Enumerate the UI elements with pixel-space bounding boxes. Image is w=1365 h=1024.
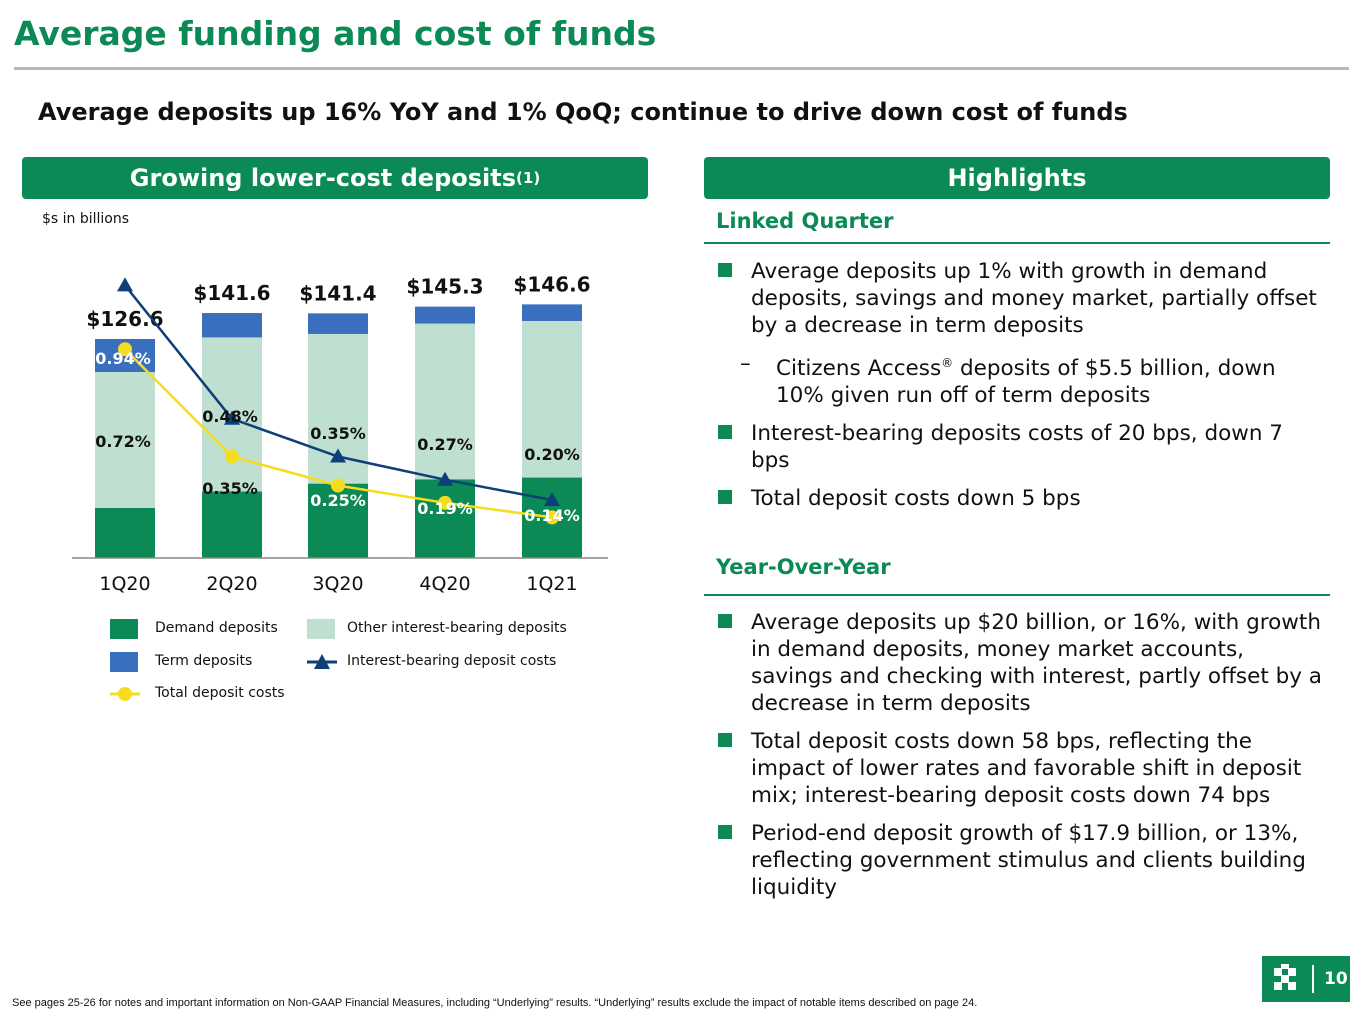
x-tick-label-4q20: 4Q20	[419, 573, 470, 595]
ib-cost-label-1q21: 0.20%	[524, 445, 580, 464]
registered-mark: ®	[941, 356, 954, 370]
circle-marker-4q20	[438, 495, 452, 510]
list-item: Total deposit costs down 5 bps	[716, 485, 1326, 512]
bullet-square-icon	[718, 614, 732, 628]
page-number: 10	[1324, 969, 1348, 989]
list-item: Total deposit costs down 58 bps, reflect…	[716, 728, 1326, 809]
triangle-marker-2q20	[224, 410, 240, 425]
bullet-square-icon	[718, 263, 732, 277]
legend-label: Demand deposits	[155, 620, 278, 636]
bullet-square-icon	[718, 733, 732, 747]
total-cost-label-4q20: 0.19%	[417, 499, 473, 518]
bullet-square-icon	[718, 425, 732, 440]
bullet-square-icon	[718, 825, 732, 839]
linked-quarter-heading: Linked Quarter	[716, 209, 894, 233]
bar-demand-deposits-2q20	[202, 491, 262, 558]
title-divider	[14, 67, 1349, 70]
list-item-text: Total deposit costs down 58 bps, reflect…	[751, 729, 1302, 808]
yoy-divider	[704, 594, 1330, 596]
bullet-square-icon	[718, 490, 732, 505]
ib-cost-label-4q20: 0.27%	[417, 435, 473, 454]
legend-label: Interest-bearing deposit costs	[347, 653, 557, 669]
triangle-marker-1q20	[117, 277, 133, 292]
yoy-heading: Year-Over-Year	[716, 555, 891, 579]
chart-banner-text: Growing lower-cost deposits	[129, 164, 517, 192]
x-tick-label-3q20: 3Q20	[312, 573, 363, 595]
bar-term-deposits-1q21	[522, 304, 582, 321]
total-cost-label-1q21: 0.14%	[524, 506, 580, 525]
legend-swatch-demand-deposits	[110, 619, 138, 639]
bar-demand-deposits-4q20	[415, 479, 475, 558]
total-label-3q20: $141.4	[299, 281, 376, 305]
triangle-marker-4q20	[437, 471, 453, 486]
list-item-text: Total deposit costs down 5 bps	[751, 486, 1081, 512]
footer-logo-block: 10	[1262, 956, 1350, 1002]
bar-term-deposits-4q20	[415, 306, 475, 324]
highlights-banner: Highlights	[704, 157, 1330, 199]
total-cost-label-2q20: 0.35%	[202, 479, 258, 498]
x-tick-label-1q21: 1Q21	[526, 573, 577, 595]
list-item-text: Average deposits up 1% with growth in de…	[751, 259, 1317, 338]
list-item-text: Period-end deposit growth of $17.9 billi…	[751, 821, 1306, 900]
legend-label: Term deposits	[155, 653, 253, 669]
bar-term-deposits-3q20	[308, 313, 368, 334]
total-label-2q20: $141.6	[193, 281, 270, 305]
deposits-chart: $126.61Q20$141.62Q20$141.43Q20$145.34Q20…	[72, 272, 608, 595]
triangle-line-legend-icon	[307, 654, 337, 669]
sub-list-item: – Citizens Access® deposits of $5.5 bill…	[716, 350, 1326, 409]
bar-other-interest-bearing-deposits-1q20	[95, 372, 155, 508]
triangle-marker-3q20	[330, 448, 346, 463]
highlights-banner-text: Highlights	[947, 164, 1087, 192]
bar-other-interest-bearing-deposits-1q21	[522, 320, 582, 478]
chart-units-label: $s in billions	[42, 211, 130, 227]
sub-item-text-a: Citizens Access	[776, 356, 942, 382]
total-cost-label-1q20: 0.72%	[95, 432, 151, 451]
total-cost-label-3q20: 0.25%	[310, 491, 366, 510]
chart-banner: Growing lower-cost deposits (1)	[22, 157, 648, 199]
legend-label: Total deposit costs	[155, 685, 285, 701]
footnote: See pages 25-26 for notes and important …	[12, 997, 978, 1009]
ib-cost-label-2q20: 0.48%	[202, 407, 258, 426]
total-label-1q21: $146.6	[513, 272, 590, 296]
triangle-marker-1q21	[544, 492, 560, 506]
legend-swatch-interest-bearing-deposit-costs	[307, 652, 337, 672]
linked-quarter-divider	[704, 242, 1330, 244]
ib-cost-label-1q20: 0.94%	[95, 349, 151, 368]
ib-cost-label-3q20: 0.35%	[310, 424, 366, 443]
bar-other-interest-bearing-deposits-4q20	[415, 323, 475, 480]
bar-demand-deposits-1q20	[95, 507, 155, 558]
list-item: Average deposits up $20 billion, or 16%,…	[716, 609, 1326, 717]
x-tick-label-2q20: 2Q20	[206, 573, 257, 595]
total-label-4q20: $145.3	[406, 275, 483, 299]
list-item-text: Interest-bearing deposits costs of 20 bp…	[751, 421, 1283, 474]
citizens-logo-icon	[1274, 964, 1296, 990]
logo-separator	[1312, 965, 1314, 993]
legend-swatch-term-deposits	[110, 652, 138, 672]
circle-line-legend-icon	[110, 687, 140, 701]
bar-demand-deposits-3q20	[308, 483, 368, 558]
sub-item-text-b: deposits of $5.5 billion, down 10% given…	[776, 356, 1276, 409]
list-item-text: Average deposits up $20 billion, or 16%,…	[751, 610, 1322, 716]
page-title: Average funding and cost of funds	[14, 14, 657, 53]
legend-label: Other interest-bearing deposits	[347, 620, 567, 636]
circle-marker-1q20	[118, 342, 132, 357]
x-tick-label-1q20: 1Q20	[99, 573, 150, 595]
dash-bullet-icon: –	[740, 351, 751, 376]
list-item: Average deposits up 1% with growth in de…	[716, 258, 1326, 339]
circle-marker-2q20	[225, 449, 239, 464]
page-subtitle: Average deposits up 16% YoY and 1% QoQ; …	[38, 98, 1128, 126]
circle-marker-3q20	[331, 478, 345, 493]
yoy-list: Average deposits up $20 billion, or 16%,…	[716, 609, 1326, 912]
chart-banner-footnote-ref: (1)	[516, 169, 541, 187]
legend-swatch-other-interest-bearing-deposits	[307, 619, 335, 639]
bar-term-deposits-2q20	[202, 313, 262, 338]
list-item: Period-end deposit growth of $17.9 billi…	[716, 820, 1326, 901]
legend-swatch-total-deposit-costs	[110, 684, 140, 704]
circle-marker-1q21	[545, 510, 559, 525]
list-item: Interest-bearing deposits costs of 20 bp…	[716, 420, 1326, 474]
linked-quarter-list: Average deposits up 1% with growth in de…	[716, 258, 1326, 523]
